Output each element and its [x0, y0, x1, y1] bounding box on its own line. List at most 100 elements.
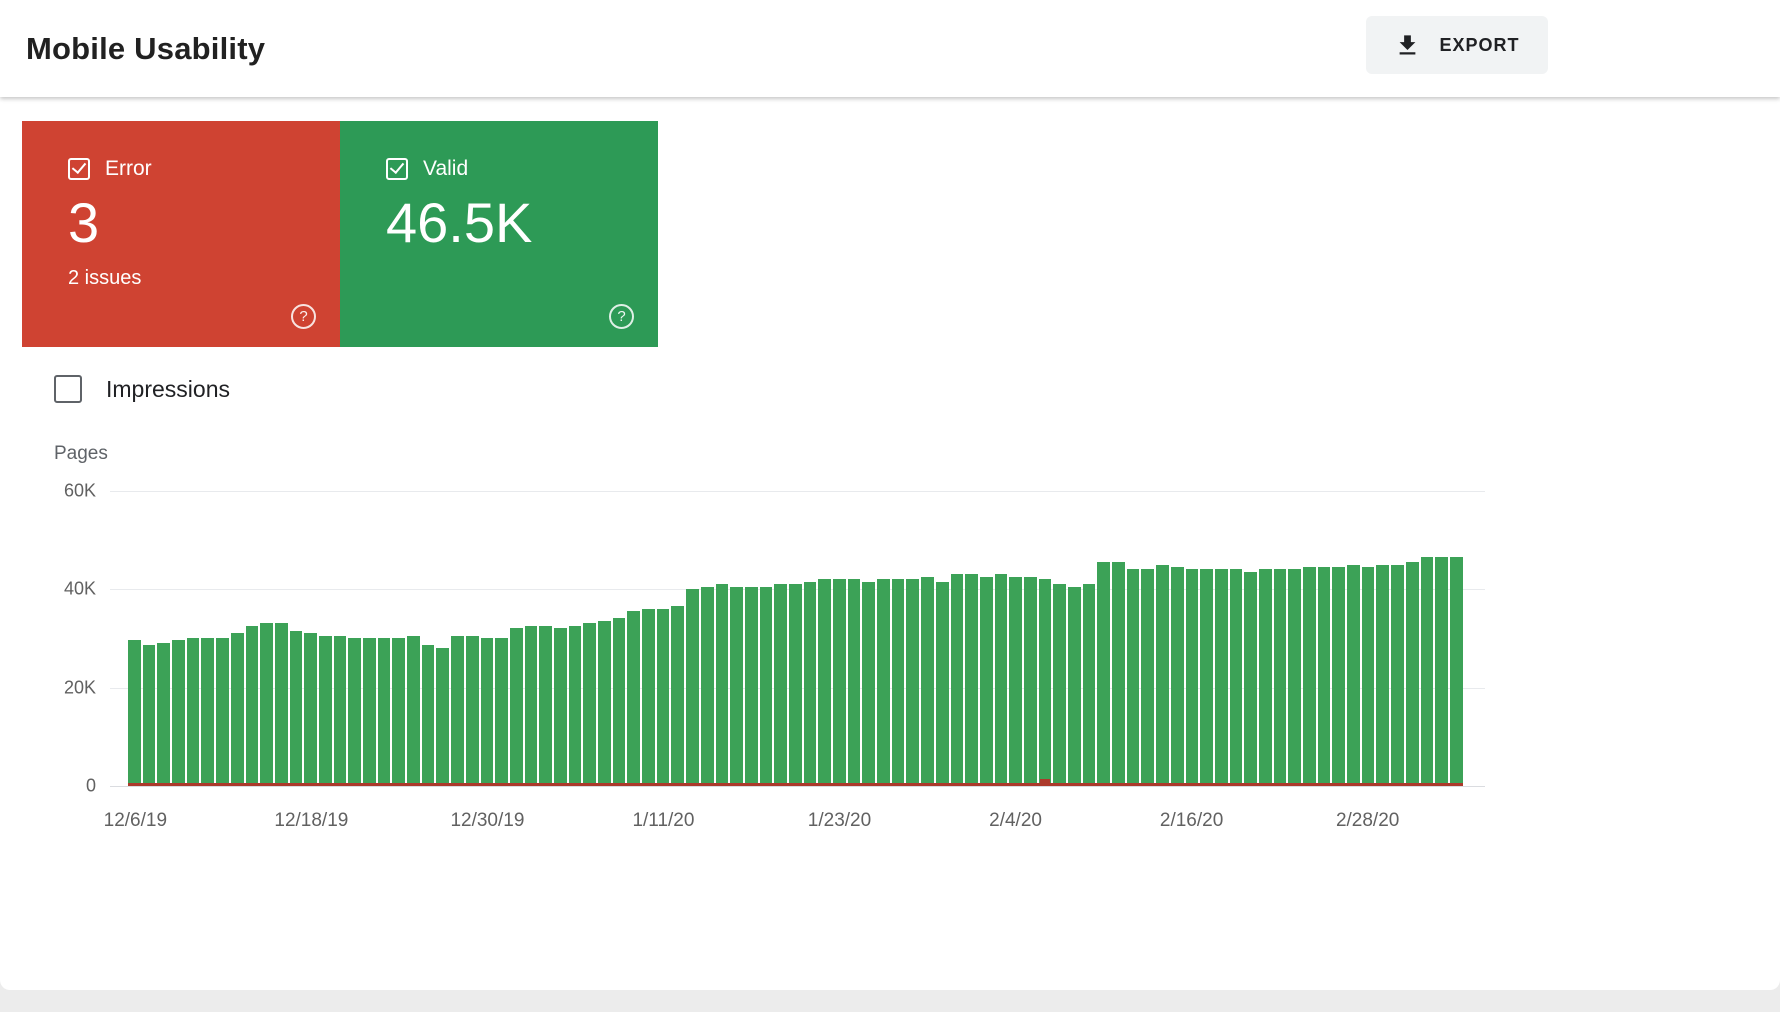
valid-pages-bar[interactable] — [1038, 579, 1052, 785]
valid-pages-bar[interactable] — [847, 579, 861, 785]
valid-pages-bar[interactable] — [407, 635, 420, 785]
valid-pages-bar[interactable] — [1347, 564, 1360, 785]
valid-pages-bar[interactable] — [1229, 569, 1243, 785]
valid-pages-bar[interactable] — [818, 579, 831, 785]
valid-pages-bar[interactable] — [245, 625, 259, 785]
valid-pages-bar[interactable] — [289, 630, 303, 785]
valid-pages-bar[interactable] — [186, 638, 200, 785]
valid-pages-bar[interactable] — [260, 623, 273, 785]
valid-pages-bar[interactable] — [627, 611, 641, 785]
valid-pages-bar[interactable] — [363, 638, 376, 785]
valid-pages-bar[interactable] — [1332, 566, 1346, 785]
valid-pages-bar[interactable] — [128, 640, 141, 785]
valid-pages-bar[interactable] — [1214, 569, 1228, 785]
valid-pages-bar[interactable] — [1185, 569, 1199, 785]
valid-pages-bar[interactable] — [935, 581, 949, 785]
valid-pages-bar[interactable] — [788, 584, 802, 785]
valid-pages-bar[interactable] — [1082, 584, 1096, 785]
valid-pages-bar[interactable] — [495, 638, 508, 785]
valid-pages-bar[interactable] — [1258, 569, 1272, 785]
valid-pages-bar[interactable] — [509, 628, 523, 785]
valid-pages-bar[interactable] — [1141, 569, 1155, 785]
valid-pages-bar[interactable] — [656, 608, 670, 785]
valid-pages-bar[interactable] — [1009, 576, 1022, 785]
valid-pages-bar[interactable] — [833, 579, 846, 785]
valid-pages-bar[interactable] — [730, 586, 743, 785]
valid-pages-bar[interactable] — [451, 635, 464, 785]
valid-pages-bar[interactable] — [157, 642, 171, 785]
valid-pages-bar[interactable] — [1273, 569, 1287, 785]
valid-pages-bar[interactable] — [392, 638, 406, 785]
valid-pages-bar[interactable] — [994, 574, 1008, 785]
valid-pages-bar[interactable] — [891, 579, 905, 785]
unchecked-checkbox-icon[interactable] — [54, 375, 82, 403]
valid-pages-bar[interactable] — [568, 625, 582, 785]
valid-pages-bar[interactable] — [1420, 557, 1434, 785]
valid-pages-bar[interactable] — [274, 623, 288, 785]
valid-pages-bar[interactable] — [1288, 569, 1301, 785]
valid-pages-bar[interactable] — [1097, 562, 1111, 785]
valid-pages-bar[interactable] — [480, 638, 494, 785]
valid-pages-bar[interactable] — [1435, 557, 1448, 785]
valid-pages-bar[interactable] — [201, 638, 215, 785]
valid-pages-bar[interactable] — [216, 638, 229, 785]
valid-pages-bar[interactable] — [979, 576, 993, 785]
valid-pages-bar[interactable] — [1317, 566, 1331, 785]
valid-pages-bar[interactable] — [539, 625, 552, 785]
valid-pages-bar[interactable] — [671, 606, 685, 785]
valid-pages-bar[interactable] — [304, 633, 317, 785]
valid-pages-bar[interactable] — [1053, 584, 1066, 785]
checked-checkbox-icon[interactable] — [68, 158, 90, 180]
valid-pages-bar[interactable] — [172, 640, 185, 785]
help-icon[interactable]: ? — [291, 304, 316, 329]
valid-pages-bar[interactable] — [759, 586, 773, 785]
valid-pages-bar[interactable] — [1391, 564, 1404, 785]
valid-pages-bar[interactable] — [421, 645, 435, 785]
help-icon[interactable]: ? — [609, 304, 634, 329]
valid-pages-bar[interactable] — [906, 579, 920, 785]
valid-pages-bar[interactable] — [1156, 564, 1169, 785]
valid-pages-bar[interactable] — [1376, 564, 1390, 785]
valid-pages-bar[interactable] — [553, 628, 567, 785]
valid-pages-bar[interactable] — [1405, 562, 1419, 785]
valid-pages-bar[interactable] — [877, 579, 890, 785]
valid-pages-bar[interactable] — [1126, 569, 1140, 785]
valid-pages-bar[interactable] — [333, 635, 347, 785]
valid-pages-bar[interactable] — [950, 574, 964, 785]
valid-pages-bar[interactable] — [1170, 566, 1184, 785]
valid-pages-bar[interactable] — [1449, 557, 1463, 785]
valid-pages-bar[interactable] — [1303, 566, 1316, 785]
valid-pages-bar[interactable] — [524, 625, 538, 785]
valid-pages-bar[interactable] — [318, 635, 332, 785]
valid-pages-bar[interactable] — [1023, 576, 1037, 785]
valid-pages-bar[interactable] — [774, 584, 787, 785]
valid-card[interactable]: Valid 46.5K ? — [340, 121, 658, 347]
valid-pages-bar[interactable] — [1244, 571, 1257, 785]
valid-pages-bar[interactable] — [230, 633, 244, 785]
valid-pages-bar[interactable] — [583, 623, 596, 785]
valid-pages-bar[interactable] — [921, 576, 934, 785]
valid-pages-bar[interactable] — [1112, 562, 1125, 785]
valid-pages-bar[interactable] — [142, 645, 156, 785]
valid-pages-bar[interactable] — [862, 581, 876, 785]
valid-pages-bar[interactable] — [465, 635, 479, 785]
valid-pages-bar[interactable] — [803, 581, 817, 785]
valid-pages-bar[interactable] — [377, 638, 391, 785]
export-button[interactable]: EXPORT — [1366, 16, 1548, 74]
valid-pages-bar[interactable] — [598, 620, 611, 785]
valid-pages-bar[interactable] — [744, 586, 758, 785]
valid-pages-bar[interactable] — [965, 574, 978, 785]
valid-pages-bar[interactable] — [348, 638, 361, 785]
valid-pages-bar[interactable] — [612, 618, 626, 785]
valid-pages-bar[interactable] — [642, 608, 655, 785]
valid-pages-bar[interactable] — [1361, 566, 1375, 785]
valid-pages-bar[interactable] — [436, 647, 450, 785]
valid-pages-bar[interactable] — [715, 584, 729, 785]
error-card[interactable]: Error 3 2 issues ? — [22, 121, 340, 347]
valid-pages-bar[interactable] — [700, 586, 714, 785]
valid-pages-bar[interactable] — [1200, 569, 1213, 785]
impressions-toggle[interactable]: Impressions — [54, 375, 230, 403]
valid-pages-bar[interactable] — [1068, 586, 1081, 785]
checked-checkbox-icon[interactable] — [386, 158, 408, 180]
valid-pages-bar[interactable] — [686, 589, 699, 785]
